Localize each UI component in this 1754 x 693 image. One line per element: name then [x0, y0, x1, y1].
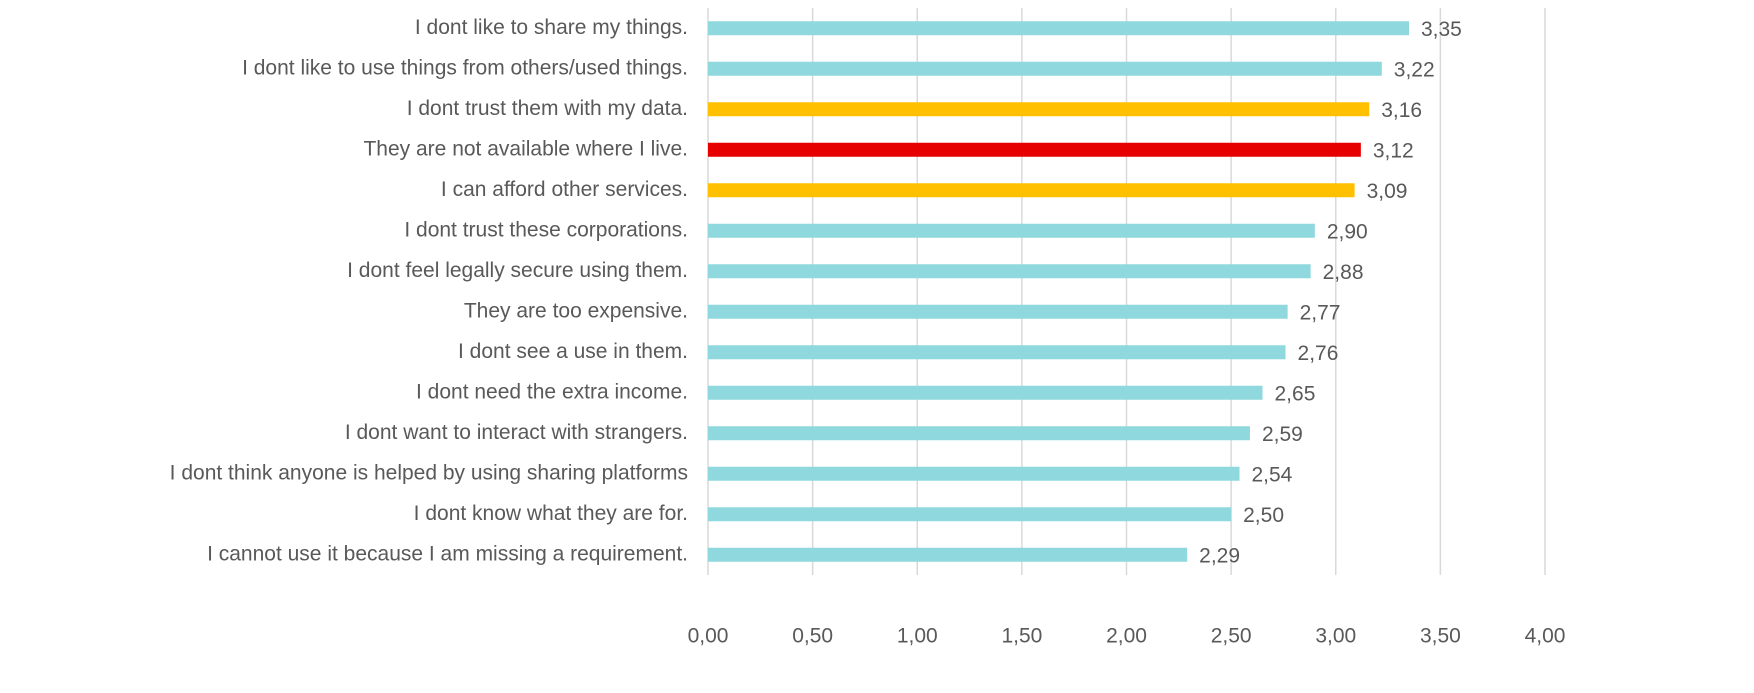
bar	[708, 142, 1361, 157]
value-label: 2,88	[1323, 261, 1364, 284]
bar	[708, 507, 1232, 522]
bar	[708, 223, 1315, 238]
category-label: They are too expensive.	[464, 299, 688, 322]
bar	[708, 183, 1355, 198]
bar	[708, 61, 1382, 76]
category-label: I dont need the extra income.	[416, 380, 688, 403]
value-label: 3,16	[1381, 99, 1422, 122]
category-label: I dont want to interact with strangers.	[345, 421, 688, 444]
category-label: I dont feel legally secure using them.	[347, 259, 688, 282]
bar	[708, 304, 1288, 319]
value-label: 2,90	[1327, 220, 1368, 243]
value-label: 3,12	[1373, 139, 1414, 162]
category-label: I dont know what they are for.	[414, 502, 688, 525]
value-label: 2,54	[1251, 463, 1292, 486]
bar	[708, 345, 1286, 360]
category-label: I dont like to use things from others/us…	[242, 56, 688, 79]
value-label: 3,09	[1367, 180, 1408, 203]
bar	[708, 426, 1250, 441]
bar	[708, 466, 1240, 481]
x-tick-label: 3,50	[1420, 625, 1461, 648]
bar	[708, 264, 1311, 279]
bar	[708, 385, 1263, 400]
x-tick-label: 1,00	[897, 625, 938, 648]
category-label: I dont trust these corporations.	[404, 218, 688, 241]
value-label: 2,50	[1243, 504, 1284, 527]
bar	[708, 21, 1409, 36]
value-label: 2,77	[1300, 301, 1341, 324]
value-label: 3,22	[1394, 58, 1435, 81]
bar	[708, 102, 1370, 117]
value-label: 2,76	[1298, 342, 1339, 365]
x-tick-label: 4,00	[1525, 625, 1566, 648]
x-tick-label: 2,50	[1211, 625, 1252, 648]
category-label: I can afford other services.	[441, 178, 688, 201]
category-label: They are not available where I live.	[363, 137, 688, 160]
x-tick-label: 3,00	[1315, 625, 1356, 648]
value-label: 3,35	[1421, 18, 1462, 41]
category-label: I dont think anyone is helped by using s…	[170, 461, 688, 484]
category-label: I dont see a use in them.	[458, 340, 688, 363]
value-label: 2,29	[1199, 544, 1240, 567]
category-label: I dont like to share my things.	[415, 16, 688, 39]
x-tick-label: 0,50	[792, 625, 833, 648]
x-tick-label: 0,00	[688, 625, 729, 648]
category-label: I cannot use it because I am missing a r…	[207, 542, 688, 565]
value-label: 2,59	[1262, 423, 1303, 446]
x-tick-label: 2,00	[1106, 625, 1147, 648]
x-tick-label: 1,50	[1001, 625, 1042, 648]
value-label: 2,65	[1275, 382, 1316, 405]
category-label: I dont trust them with my data.	[407, 97, 688, 120]
bar	[708, 547, 1188, 562]
